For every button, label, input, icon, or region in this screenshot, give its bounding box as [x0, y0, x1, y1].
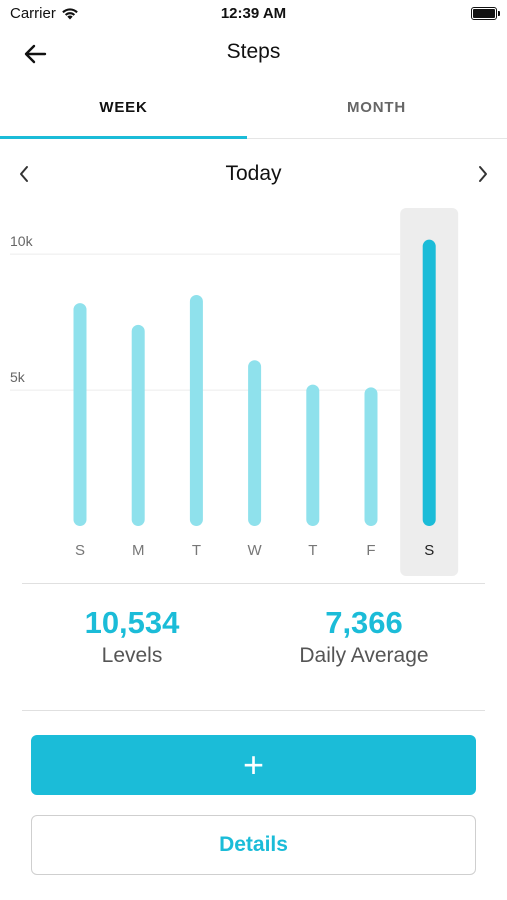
- chevron-left-icon: [20, 166, 28, 182]
- divider-top: [22, 583, 485, 584]
- average-stat: 7,366 Daily Average: [283, 605, 445, 669]
- chart-bar: [306, 384, 320, 526]
- x-tick-label: W: [248, 542, 263, 559]
- y-tick-label: 10k: [10, 233, 34, 249]
- chart-bar: [364, 387, 378, 526]
- x-tick-label: T: [308, 542, 317, 559]
- y-tick-label: 5k: [10, 369, 26, 385]
- tab-week[interactable]: WEEK: [99, 98, 148, 116]
- wifi-icon: [62, 8, 78, 20]
- average-label: Daily Average: [299, 644, 429, 667]
- x-tick-label: T: [192, 542, 201, 559]
- x-tick-label: S: [424, 542, 434, 559]
- tab-month[interactable]: MONTH: [347, 98, 406, 116]
- total-label: Levels: [101, 644, 163, 667]
- back-button[interactable]: [20, 40, 50, 68]
- page-title: Steps: [226, 40, 281, 63]
- steps-bar-chart: 10k 5k S M T W T F S: [10, 208, 459, 576]
- chart-bar: [73, 303, 87, 526]
- status-time: 12:39 AM: [220, 5, 287, 22]
- x-tick-label: M: [132, 542, 145, 559]
- previous-period-button[interactable]: [12, 162, 36, 186]
- divider-bottom: [22, 710, 485, 711]
- chart-bar: [248, 360, 262, 526]
- arrow-left-icon: [24, 44, 47, 64]
- chevron-right-icon: [479, 166, 487, 182]
- add-entry-button[interactable]: +: [31, 735, 476, 795]
- period-tabs: WEEK MONTH: [0, 78, 507, 139]
- carrier-indicator: Carrier: [10, 5, 79, 22]
- total-value: 10,534: [84, 605, 180, 640]
- chart-bar: [189, 294, 203, 526]
- date-label: Today: [225, 162, 282, 185]
- status-bar: Carrier 12:39 AM: [0, 0, 507, 28]
- x-tick-label: F: [366, 542, 375, 559]
- average-value: 7,366: [325, 605, 403, 640]
- steps-chart: 10k 5k S M T W T F S: [0, 200, 507, 580]
- chart-bar: [422, 239, 436, 526]
- battery-icon: [471, 7, 500, 20]
- date-navigator: Today: [0, 152, 507, 198]
- total-stat: 10,534 Levels: [52, 605, 212, 669]
- plus-icon: +: [242, 744, 265, 785]
- chart-bar: [131, 324, 145, 526]
- stats-summary: 10,534 Levels 7,366 Daily Average: [0, 605, 507, 695]
- carrier-label: Carrier: [10, 5, 56, 22]
- next-period-button[interactable]: [471, 162, 495, 186]
- nav-header: Steps: [0, 28, 507, 78]
- details-button[interactable]: Details: [31, 815, 476, 875]
- x-tick-label: S: [75, 542, 85, 559]
- active-tab-indicator: [0, 136, 247, 139]
